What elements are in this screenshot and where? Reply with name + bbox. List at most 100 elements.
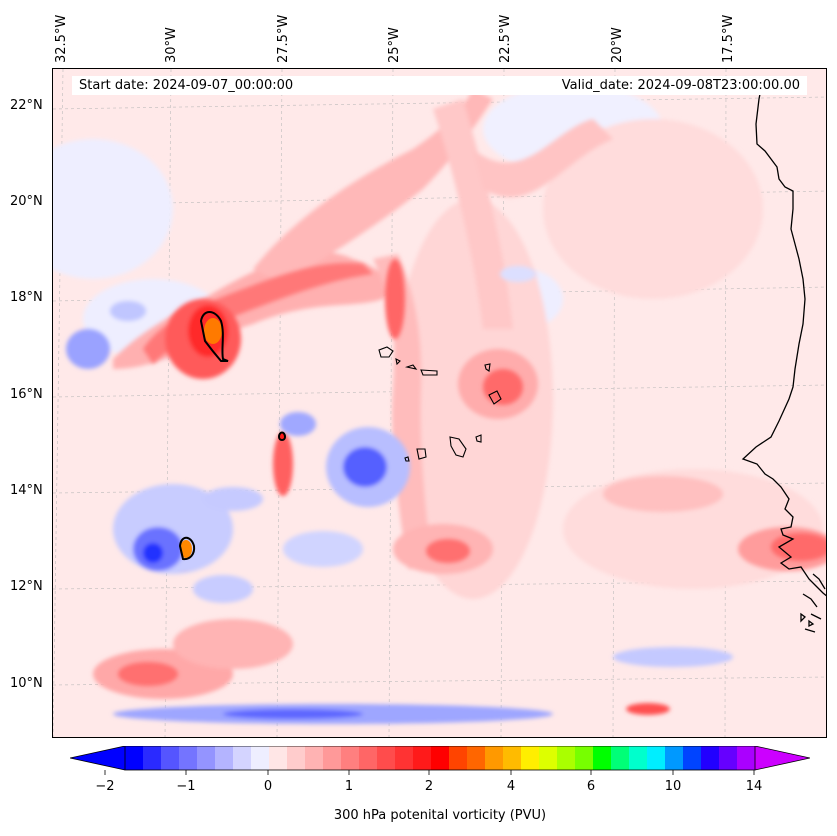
island-rock bbox=[420, 369, 438, 376]
pv-core-se bbox=[626, 703, 670, 715]
pv-blob-south bbox=[173, 619, 293, 669]
pv-extreme-sw bbox=[180, 540, 192, 558]
colorbar-segment bbox=[287, 746, 306, 770]
pv-negative-scattered-3 bbox=[193, 575, 253, 603]
colorbar-tick-label: 1 bbox=[344, 779, 354, 794]
start-date-label: Start date: 2024-09-07_00:00:00 bbox=[72, 76, 551, 95]
colorbar-segment bbox=[305, 746, 324, 770]
lat-label-10n: 10°N bbox=[10, 676, 43, 691]
colorbar-segment bbox=[413, 746, 432, 770]
pv-contour-sw bbox=[178, 536, 196, 561]
pv-negative-west-deep bbox=[143, 543, 163, 563]
lat-label-14n: 14°N bbox=[10, 483, 43, 498]
colorbar-segment bbox=[647, 746, 666, 770]
colorbar-segment bbox=[485, 746, 504, 770]
colorbar-segment bbox=[737, 746, 756, 770]
pv-weak-positive-ne bbox=[543, 119, 763, 299]
pv-blob-se bbox=[603, 476, 723, 512]
pv-negative-mid-core bbox=[343, 447, 387, 487]
map-panel[interactable] bbox=[52, 68, 827, 738]
pv-negative-band-core bbox=[223, 709, 363, 719]
colorbar-segment bbox=[359, 746, 378, 770]
lon-label-17-5w: 17.5°W bbox=[721, 14, 736, 63]
colorbar-segment bbox=[557, 746, 576, 770]
colorbar-outline-max bbox=[754, 746, 810, 771]
colorbar-tick-label: −1 bbox=[176, 779, 196, 794]
pv-core-central-streak bbox=[385, 259, 405, 339]
island-brava bbox=[404, 456, 410, 462]
colorbar-segment bbox=[377, 746, 396, 770]
colorbar-segment bbox=[539, 746, 558, 770]
cape-verde-islands bbox=[378, 346, 502, 462]
colorbar-segment bbox=[503, 746, 522, 770]
colorbar-segment bbox=[125, 746, 144, 770]
island-fogo bbox=[416, 448, 427, 460]
pv-core-east bbox=[483, 369, 523, 405]
island-sao-nicolau bbox=[404, 364, 418, 370]
colorbar-tick-label: 4 bbox=[506, 779, 516, 794]
africa-coastline bbox=[741, 78, 826, 633]
island-sal bbox=[484, 363, 491, 372]
lon-label-27-5w: 27.5°W bbox=[276, 14, 291, 63]
colorbar-segment bbox=[611, 746, 630, 770]
coastline-small-islands bbox=[800, 612, 815, 628]
island-santo-antao bbox=[378, 346, 394, 358]
colorbar-segment bbox=[629, 746, 648, 770]
pv-core-coast bbox=[771, 533, 826, 561]
colorbar-tick-label: −2 bbox=[95, 779, 115, 794]
pv-negative-upper-mid bbox=[280, 412, 316, 436]
pv-extreme-nw bbox=[204, 318, 222, 344]
lat-label-20n: 20°N bbox=[10, 194, 43, 209]
pv-negative-left bbox=[66, 329, 110, 369]
lat-label-12n: 12°N bbox=[10, 579, 43, 594]
pv-negative-se bbox=[613, 647, 733, 667]
colorbar-segment bbox=[665, 746, 684, 770]
lon-label-20w: 20°W bbox=[610, 27, 625, 63]
pv-negative-regions bbox=[66, 266, 733, 724]
colorbar-segment bbox=[575, 746, 594, 770]
graticule bbox=[53, 69, 826, 737]
valid-date-label: Valid_date: 2024-09-08T23:00:00.00 bbox=[537, 76, 807, 95]
pv-negative-nw bbox=[110, 301, 146, 321]
colorbar-segment bbox=[593, 746, 612, 770]
colorbar-segment bbox=[233, 746, 252, 770]
pv-core-southwest bbox=[118, 662, 178, 686]
colorbar-tick-label: 6 bbox=[586, 779, 596, 794]
colorbar-outline-min bbox=[70, 746, 126, 771]
colorbar-segment bbox=[161, 746, 180, 770]
colorbar-segment bbox=[323, 746, 342, 770]
colorbar-segment bbox=[341, 746, 360, 770]
lon-label-30w: 30°W bbox=[164, 27, 179, 63]
colorbar-segment bbox=[269, 746, 288, 770]
pv-negative-scattered-1 bbox=[203, 487, 263, 511]
colorbar-segment bbox=[251, 746, 270, 770]
colorbar-extend-max bbox=[755, 746, 810, 770]
colorbar-segment bbox=[449, 746, 468, 770]
colorbar-segment bbox=[521, 746, 540, 770]
pv-weak-negative-nw bbox=[53, 139, 173, 279]
lon-label-22-5w: 22.5°W bbox=[498, 14, 513, 63]
coastline-guinea-bissau bbox=[802, 573, 826, 633]
colorbar-segment bbox=[683, 746, 702, 770]
colorbar-segment bbox=[179, 746, 198, 770]
colorbar bbox=[70, 746, 810, 775]
colorbar-segment bbox=[395, 746, 414, 770]
island-santiago bbox=[449, 436, 467, 458]
pv-field-map bbox=[53, 69, 826, 737]
lon-label-25w: 25°W bbox=[387, 27, 402, 63]
pv-core-southcentral bbox=[426, 539, 470, 563]
colorbar-outline bbox=[124, 746, 756, 771]
pv-streamer-east-band bbox=[433, 99, 513, 329]
colorbar-tick-marks bbox=[104, 770, 755, 775]
lat-label-22n: 22°N bbox=[10, 98, 43, 113]
pv-streamer-central bbox=[373, 254, 433, 569]
lat-label-18n: 18°N bbox=[10, 290, 43, 305]
coastline-west-africa bbox=[741, 78, 826, 597]
pv-contour-mid bbox=[277, 431, 287, 441]
pv-negative-east-small bbox=[500, 266, 536, 282]
colorbar-segment bbox=[215, 746, 234, 770]
pv-extreme-cores bbox=[178, 311, 287, 561]
colorbar-segment bbox=[467, 746, 486, 770]
colorbar-tick-label: 0 bbox=[263, 779, 273, 794]
colorbar-segment bbox=[431, 746, 450, 770]
